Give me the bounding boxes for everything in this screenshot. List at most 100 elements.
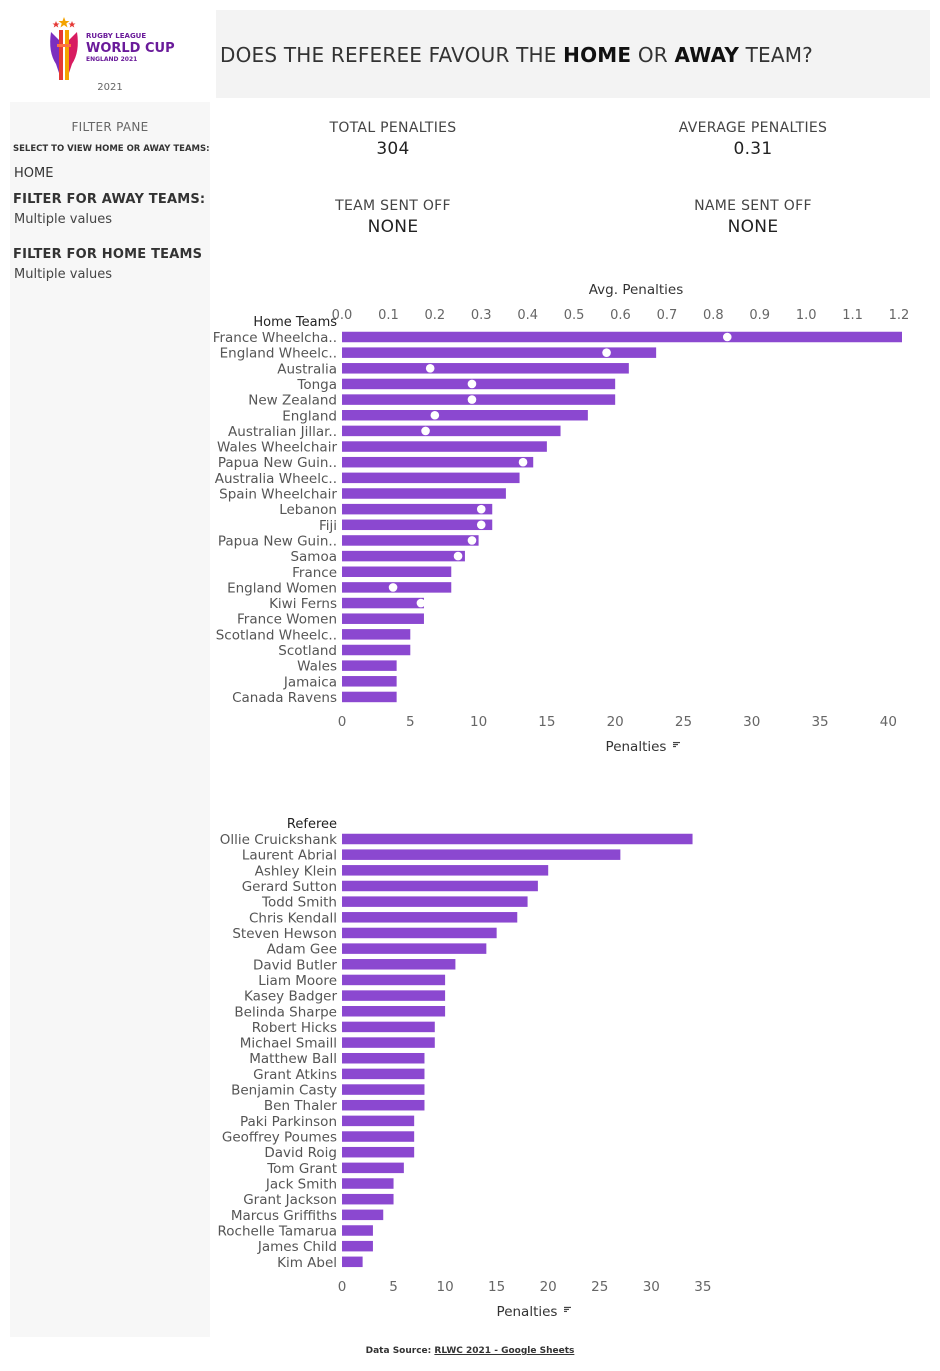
penalty-bar[interactable] (342, 613, 424, 624)
x-tick-label: 25 (591, 1279, 608, 1295)
penalty-bar[interactable] (342, 1021, 435, 1033)
category-label: Scotland (278, 643, 337, 659)
category-label: Tom Grant (266, 1161, 337, 1177)
sort-icon[interactable] (564, 1306, 571, 1313)
penalty-bar[interactable] (342, 441, 547, 452)
category-label: Fiji (319, 518, 337, 534)
penalty-bar[interactable] (342, 472, 520, 484)
penalty-bar[interactable] (342, 363, 629, 374)
avg-penalty-dot[interactable] (602, 348, 611, 357)
kpi-total-value: 304 (376, 139, 410, 159)
penalty-bar[interactable] (342, 880, 538, 892)
penalty-bar[interactable] (342, 865, 549, 876)
avg-penalty-dot[interactable] (388, 583, 398, 592)
penalty-bar[interactable] (342, 394, 616, 405)
x-tick-label: 5 (406, 714, 415, 730)
penalty-bar[interactable] (342, 1052, 425, 1064)
x-tick-label: 0 (338, 714, 347, 730)
penalty-bar[interactable] (342, 943, 487, 954)
x-tick-label: 0 (338, 1279, 347, 1295)
category-label: Adam Gee (267, 942, 337, 958)
penalty-bar[interactable] (342, 644, 411, 656)
penalty-bar[interactable] (342, 566, 452, 578)
penalty-bar[interactable] (342, 331, 902, 343)
penalty-bar[interactable] (342, 990, 446, 1001)
penalty-bar[interactable] (342, 974, 446, 986)
penalty-bar[interactable] (342, 503, 493, 515)
penalty-bar[interactable] (342, 410, 588, 421)
penalty-bar[interactable] (342, 660, 397, 671)
penalty-bar[interactable] (342, 456, 534, 468)
avg-penalty-dot[interactable] (416, 598, 426, 608)
avg-penalty-dot[interactable] (467, 536, 477, 545)
category-label: Steven Hewson (232, 926, 337, 942)
penalty-bar[interactable] (342, 896, 528, 907)
penalty-bar[interactable] (342, 1256, 363, 1268)
penalty-bar[interactable] (342, 425, 561, 437)
x2-axis-title: Avg. Penalties (589, 282, 684, 298)
penalty-bar[interactable] (342, 597, 424, 609)
penalty-bar[interactable] (342, 519, 493, 531)
category-label: Chris Kendall (249, 910, 337, 926)
penalty-bar[interactable] (342, 347, 657, 358)
avg-penalty-dot[interactable] (453, 551, 463, 561)
penalty-bar[interactable] (342, 691, 397, 703)
penalty-bar[interactable] (342, 912, 518, 923)
avg-penalty-dot[interactable] (476, 504, 486, 514)
penalty-bar[interactable] (342, 1162, 404, 1174)
home-teams-filter[interactable]: Multiple values (14, 267, 113, 282)
category-label: Rochelle Tamarua (217, 1224, 337, 1240)
penalty-bar[interactable] (342, 550, 465, 562)
avg-penalty-dot[interactable] (425, 364, 435, 373)
penalty-bar[interactable] (342, 1240, 373, 1252)
penalty-bar[interactable] (342, 1225, 373, 1236)
category-label: Geoffrey Poumes (222, 1130, 337, 1146)
x2-tick-label: 0.4 (517, 308, 538, 323)
penalty-bar[interactable] (342, 1037, 435, 1048)
home-teams-filter-label: FILTER FOR HOME TEAMS (13, 247, 203, 262)
penalty-bar[interactable] (342, 959, 456, 970)
x-tick-label: 35 (694, 1279, 711, 1295)
x-tick-label: 10 (470, 714, 487, 730)
avg-penalty-dot[interactable] (467, 395, 477, 404)
avg-penalty-dot[interactable] (722, 332, 732, 342)
penalty-bar[interactable] (342, 488, 506, 499)
penalty-bar[interactable] (342, 849, 621, 860)
avg-penalty-dot[interactable] (476, 520, 486, 530)
avg-penalty-dot[interactable] (518, 457, 528, 467)
category-label: Ben Thaler (264, 1098, 338, 1114)
logo-area: RUGBY LEAGUE WORLD CUP ENGLAND 2021 2021 (10, 10, 210, 102)
penalty-bar[interactable] (342, 1146, 415, 1158)
penalty-bar[interactable] (342, 833, 693, 845)
penalty-bar[interactable] (342, 1099, 425, 1111)
svg-text:WORLD CUP: WORLD CUP (86, 41, 175, 56)
avg-penalty-dot[interactable] (430, 410, 440, 420)
penalty-bar[interactable] (342, 1068, 425, 1080)
avg-penalty-dot[interactable] (421, 426, 430, 436)
x2-tick-label: 1.0 (796, 308, 817, 323)
penalty-bar[interactable] (342, 1006, 446, 1017)
penalty-bar[interactable] (342, 378, 616, 390)
category-label: Papua New Guin.. (218, 533, 337, 549)
data-source-link[interactable]: RLWC 2021 - Google Sheets (434, 1346, 575, 1356)
penalty-bar[interactable] (342, 1131, 415, 1142)
penalty-bar[interactable] (342, 1193, 394, 1205)
penalty-bar[interactable] (342, 927, 497, 939)
avg-penalty-dot[interactable] (467, 379, 477, 389)
kpi-name-off-label: NAME SENT OFF (694, 198, 812, 214)
kpi-name-off-value: NONE (727, 217, 779, 237)
penalty-bar[interactable] (342, 535, 479, 546)
penalty-bar[interactable] (342, 1084, 425, 1095)
x-tick-label: 15 (488, 1279, 505, 1295)
penalty-bar[interactable] (342, 1178, 394, 1189)
x2-tick-label: 0.8 (703, 308, 724, 323)
penalty-bar[interactable] (342, 1209, 384, 1221)
category-label: Kasey Badger (244, 989, 337, 1005)
penalty-bar[interactable] (342, 676, 397, 687)
home-away-selector[interactable]: HOME (14, 166, 54, 181)
sort-icon[interactable] (673, 741, 680, 748)
penalty-bar[interactable] (342, 1115, 415, 1127)
penalty-bar[interactable] (342, 629, 411, 640)
away-teams-filter[interactable]: Multiple values (14, 212, 113, 227)
